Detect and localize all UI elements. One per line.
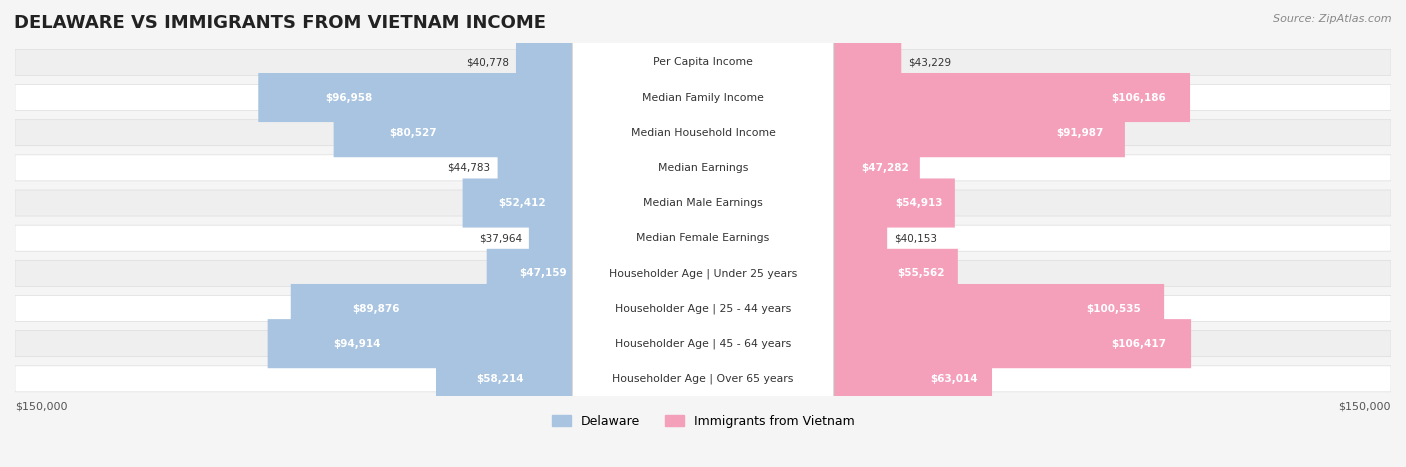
Text: Per Capita Income: Per Capita Income	[652, 57, 754, 67]
FancyBboxPatch shape	[572, 0, 834, 467]
FancyBboxPatch shape	[703, 143, 920, 192]
FancyBboxPatch shape	[572, 0, 834, 467]
Text: $106,186: $106,186	[1111, 92, 1166, 103]
Text: $150,000: $150,000	[1339, 402, 1391, 412]
FancyBboxPatch shape	[572, 0, 834, 467]
FancyBboxPatch shape	[15, 260, 1391, 286]
FancyBboxPatch shape	[15, 296, 1391, 321]
Text: $94,914: $94,914	[333, 339, 381, 349]
FancyBboxPatch shape	[572, 0, 834, 467]
FancyBboxPatch shape	[572, 0, 834, 467]
FancyBboxPatch shape	[15, 50, 1391, 75]
Text: Householder Age | 25 - 44 years: Householder Age | 25 - 44 years	[614, 303, 792, 314]
FancyBboxPatch shape	[703, 249, 957, 298]
FancyBboxPatch shape	[498, 143, 703, 192]
FancyBboxPatch shape	[15, 366, 1391, 392]
Text: $96,958: $96,958	[325, 92, 373, 103]
Text: Median Male Earnings: Median Male Earnings	[643, 198, 763, 208]
FancyBboxPatch shape	[703, 354, 993, 403]
FancyBboxPatch shape	[572, 0, 834, 467]
Text: $100,535: $100,535	[1087, 304, 1142, 313]
FancyBboxPatch shape	[463, 178, 703, 227]
Text: Median Family Income: Median Family Income	[643, 92, 763, 103]
FancyBboxPatch shape	[572, 0, 834, 467]
FancyBboxPatch shape	[15, 155, 1391, 181]
Text: $43,229: $43,229	[908, 57, 952, 67]
FancyBboxPatch shape	[572, 0, 834, 467]
Text: $80,527: $80,527	[389, 127, 437, 138]
FancyBboxPatch shape	[436, 354, 703, 403]
Text: $58,214: $58,214	[477, 374, 523, 384]
FancyBboxPatch shape	[267, 319, 703, 368]
FancyBboxPatch shape	[703, 38, 901, 87]
FancyBboxPatch shape	[703, 178, 955, 227]
Text: Householder Age | Under 25 years: Householder Age | Under 25 years	[609, 268, 797, 279]
Text: $106,417: $106,417	[1112, 339, 1167, 349]
Text: $150,000: $150,000	[15, 402, 67, 412]
Text: $47,159: $47,159	[519, 269, 567, 278]
FancyBboxPatch shape	[572, 0, 834, 467]
FancyBboxPatch shape	[291, 284, 703, 333]
Text: Householder Age | 45 - 64 years: Householder Age | 45 - 64 years	[614, 339, 792, 349]
Text: $89,876: $89,876	[353, 304, 401, 313]
Text: $55,562: $55,562	[897, 269, 945, 278]
FancyBboxPatch shape	[572, 0, 834, 467]
FancyBboxPatch shape	[486, 249, 703, 298]
Text: Median Female Earnings: Median Female Earnings	[637, 233, 769, 243]
Text: $37,964: $37,964	[479, 233, 522, 243]
FancyBboxPatch shape	[15, 85, 1391, 111]
FancyBboxPatch shape	[516, 38, 703, 87]
Text: $52,412: $52,412	[499, 198, 547, 208]
Text: $40,153: $40,153	[894, 233, 936, 243]
Text: $40,778: $40,778	[465, 57, 509, 67]
Text: DELAWARE VS IMMIGRANTS FROM VIETNAM INCOME: DELAWARE VS IMMIGRANTS FROM VIETNAM INCO…	[14, 14, 546, 32]
FancyBboxPatch shape	[529, 213, 703, 263]
Text: $63,014: $63,014	[929, 374, 977, 384]
FancyBboxPatch shape	[703, 73, 1189, 122]
Text: Source: ZipAtlas.com: Source: ZipAtlas.com	[1274, 14, 1392, 24]
Text: Householder Age | Over 65 years: Householder Age | Over 65 years	[612, 374, 794, 384]
FancyBboxPatch shape	[333, 108, 703, 157]
FancyBboxPatch shape	[15, 190, 1391, 216]
Text: $91,987: $91,987	[1056, 127, 1104, 138]
FancyBboxPatch shape	[703, 284, 1164, 333]
FancyBboxPatch shape	[15, 331, 1391, 357]
FancyBboxPatch shape	[703, 213, 887, 263]
FancyBboxPatch shape	[703, 319, 1191, 368]
Legend: Delaware, Immigrants from Vietnam: Delaware, Immigrants from Vietnam	[547, 410, 859, 432]
Text: $54,913: $54,913	[894, 198, 942, 208]
FancyBboxPatch shape	[703, 108, 1125, 157]
Text: $47,282: $47,282	[862, 163, 910, 173]
FancyBboxPatch shape	[259, 73, 703, 122]
FancyBboxPatch shape	[15, 225, 1391, 251]
Text: Median Household Income: Median Household Income	[630, 127, 776, 138]
FancyBboxPatch shape	[15, 120, 1391, 146]
Text: Median Earnings: Median Earnings	[658, 163, 748, 173]
Text: $44,783: $44,783	[447, 163, 491, 173]
